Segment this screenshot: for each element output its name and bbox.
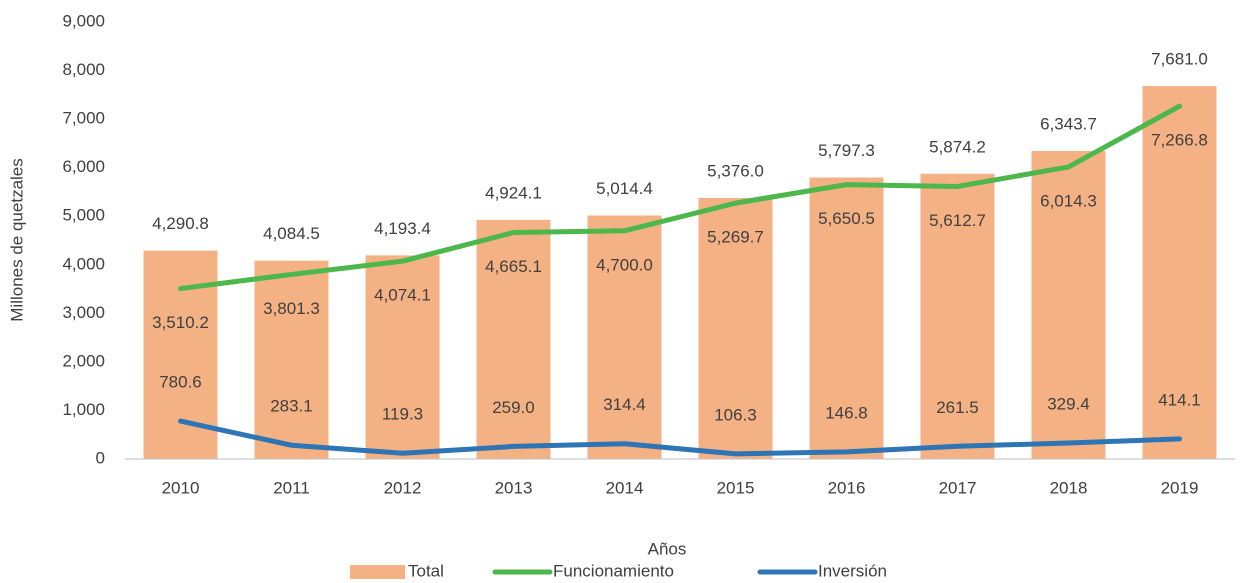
data-label: 5,874.2	[929, 137, 986, 156]
y-tick-label: 1,000	[62, 400, 105, 419]
data-label: 5,650.5	[818, 209, 875, 228]
legend-label: Total	[408, 561, 444, 580]
bar	[1031, 150, 1106, 459]
legend-swatch	[350, 565, 405, 579]
data-label: 4,193.4	[374, 219, 431, 238]
data-label: 5,269.7	[707, 228, 764, 247]
data-label: 261.5	[936, 398, 979, 417]
x-tick-label: 2016	[828, 478, 866, 497]
bar	[254, 260, 329, 459]
data-label: 3,801.3	[263, 299, 320, 318]
bar	[476, 219, 551, 459]
y-tick-label: 4,000	[62, 254, 105, 273]
y-tick-label: 7,000	[62, 109, 105, 128]
data-label: 5,797.3	[818, 141, 875, 160]
data-label: 146.8	[825, 403, 868, 422]
data-label: 414.1	[1158, 390, 1201, 409]
data-label: 6,343.7	[1040, 114, 1097, 133]
bar	[920, 173, 995, 459]
y-tick-label: 6,000	[62, 157, 105, 176]
x-tick-label: 2017	[939, 478, 977, 497]
y-tick-label: 5,000	[62, 206, 105, 225]
data-label: 4,074.1	[374, 286, 431, 305]
x-tick-label: 2011	[273, 478, 310, 497]
y-tick-label: 2,000	[62, 351, 105, 370]
data-label: 5,014.4	[596, 179, 653, 198]
x-tick-label: 2013	[495, 478, 533, 497]
bar	[809, 177, 884, 459]
data-label: 7,266.8	[1151, 131, 1208, 150]
y-axis-label: Millones de quetzales	[7, 158, 26, 321]
data-label: 7,681.0	[1151, 50, 1208, 69]
bar	[1142, 86, 1217, 460]
bar	[587, 215, 662, 459]
data-label: 4,290.8	[152, 214, 209, 233]
bar	[698, 197, 773, 459]
line-series	[178, 103, 1182, 292]
data-label: 5,612.7	[929, 211, 986, 230]
data-label: 4,924.1	[485, 183, 542, 202]
data-label: 4,084.5	[263, 224, 320, 243]
y-tick-label: 9,000	[62, 11, 105, 30]
y-tick-label: 3,000	[62, 303, 105, 322]
x-tick-label: 2012	[384, 478, 422, 497]
data-label: 780.6	[159, 373, 202, 392]
data-label: 329.4	[1047, 394, 1090, 413]
x-tick-label: 2018	[1050, 478, 1088, 497]
legend-label: Funcionamiento	[553, 561, 674, 580]
x-axis-label: Años	[648, 539, 687, 558]
data-label: 5,376.0	[707, 161, 764, 180]
data-label: 106.3	[714, 405, 757, 424]
x-tick-label: 2015	[717, 478, 755, 497]
legend-label: Inversión	[818, 561, 887, 580]
x-tick-label: 2019	[1161, 478, 1199, 497]
y-tick-label: 0	[96, 448, 105, 467]
data-label: 4,700.0	[596, 255, 653, 274]
data-label: 259.0	[492, 398, 535, 417]
bar	[365, 255, 440, 459]
data-label: 3,510.2	[152, 313, 209, 332]
line-series	[178, 418, 1182, 457]
y-tick-label: 8,000	[62, 60, 105, 79]
data-label: 4,665.1	[485, 257, 542, 276]
x-tick-label: 2010	[162, 478, 200, 497]
data-label: 314.4	[603, 395, 646, 414]
data-label: 119.3	[382, 405, 423, 424]
data-label: 283.1	[270, 397, 313, 416]
data-label: 6,014.3	[1040, 191, 1097, 210]
x-tick-label: 2014	[606, 478, 644, 497]
